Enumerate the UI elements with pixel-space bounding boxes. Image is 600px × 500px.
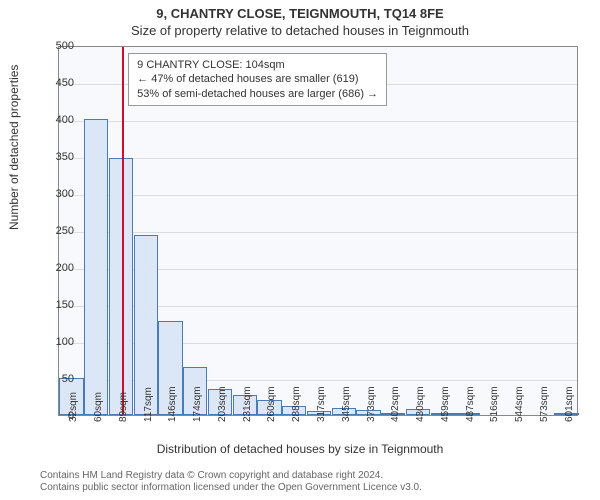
footer-line-1: Contains HM Land Registry data © Crown c… <box>40 470 422 482</box>
gridline <box>59 121 577 122</box>
histogram-bar <box>84 119 108 415</box>
y-tick-label: 100 <box>44 336 74 348</box>
gridline <box>59 195 577 196</box>
y-tick-label: 50 <box>44 373 74 385</box>
x-axis-label: Distribution of detached houses by size … <box>0 442 600 456</box>
annotation-box: 9 CHANTRY CLOSE: 104sqm← 47% of detached… <box>128 53 387 106</box>
y-tick-label: 500 <box>44 40 74 52</box>
property-marker-line <box>122 47 124 415</box>
plot-rect: 9 CHANTRY CLOSE: 104sqm← 47% of detached… <box>58 46 578 416</box>
y-tick-label: 450 <box>44 77 74 89</box>
chart-subtitle: Size of property relative to detached ho… <box>0 21 600 38</box>
y-tick-label: 150 <box>44 299 74 311</box>
y-tick-label: 250 <box>44 225 74 237</box>
y-tick-label: 300 <box>44 188 74 200</box>
chart-container: 9, CHANTRY CLOSE, TEIGNMOUTH, TQ14 8FE S… <box>0 0 600 500</box>
plot-area: 9 CHANTRY CLOSE: 104sqm← 47% of detached… <box>58 46 578 416</box>
y-axis-label: Number of detached properties <box>7 65 21 230</box>
y-tick-label: 200 <box>44 262 74 274</box>
y-tick-label: 400 <box>44 114 74 126</box>
footer-line-2: Contains public sector information licen… <box>40 482 422 494</box>
annotation-line-3: 53% of semi-detached houses are larger (… <box>137 87 378 101</box>
y-tick-label: 350 <box>44 151 74 163</box>
annotation-line-2: ← 47% of detached houses are smaller (61… <box>137 72 378 86</box>
attribution-footer: Contains HM Land Registry data © Crown c… <box>40 470 422 494</box>
gridline <box>59 158 577 159</box>
histogram-bar <box>109 158 133 415</box>
gridline <box>59 232 577 233</box>
chart-title-address: 9, CHANTRY CLOSE, TEIGNMOUTH, TQ14 8FE <box>0 0 600 21</box>
annotation-line-1: 9 CHANTRY CLOSE: 104sqm <box>137 58 378 72</box>
